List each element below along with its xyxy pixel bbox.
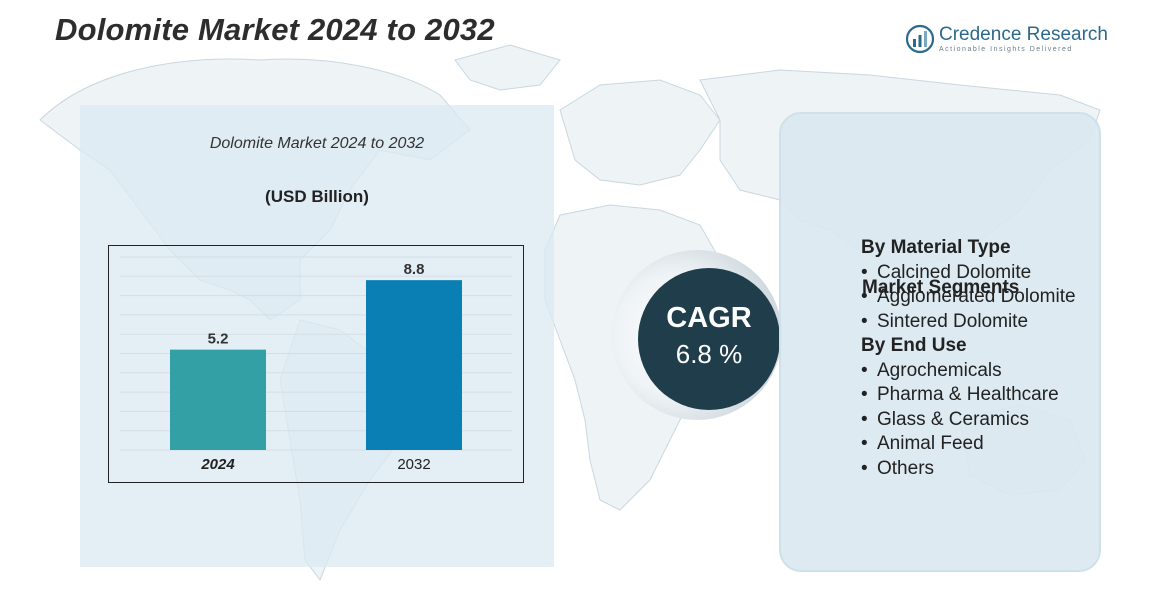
segment-item: Others <box>861 457 1101 482</box>
bar <box>366 280 462 450</box>
logo-name: Credence Research <box>939 24 1108 45</box>
x-tick-label: 2032 <box>397 456 430 473</box>
segment-item: Pharma & Healthcare <box>861 383 1101 408</box>
segment-item: Calcined Dolomite <box>861 261 1101 286</box>
segment-item: Glass & Ceramics <box>861 408 1101 433</box>
cagr-badge: CAGR 6.8 % <box>638 268 780 410</box>
segment-item: Sintered Dolomite <box>861 310 1101 335</box>
market-segments-panel: Market Segments <box>779 112 1101 572</box>
segments-list: By Material Type Calcined Dolomite Agglo… <box>861 236 1101 481</box>
cagr-label: CAGR <box>666 302 752 334</box>
segment-item: Agglomerated Dolomite <box>861 285 1101 310</box>
segment-group-title: By End Use <box>861 335 967 356</box>
chart-frame <box>108 245 524 483</box>
chart-unit-label: (USD Billion) <box>265 187 369 206</box>
segment-item: Agrochemicals <box>861 359 1101 384</box>
segment-item: Animal Feed <box>861 432 1101 457</box>
bar <box>170 349 266 450</box>
logo-mark-icon <box>905 24 935 54</box>
chart-title: Dolomite Market 2024 to 2032 <box>209 135 425 152</box>
x-tick-label: 2024 <box>200 456 235 473</box>
logo-tagline: Actionable Insights Delivered <box>939 46 1073 53</box>
data-label: 8.8 <box>404 261 425 278</box>
segment-group-title: By Material Type <box>861 237 1011 258</box>
credence-research-logo: Credence Research Actionable Insights De… <box>905 22 1108 58</box>
page-title: Dolomite Market 2024 to 2032 <box>55 12 495 47</box>
cagr-value: 6.8 % <box>675 339 743 369</box>
chart-panel: Dolomite Market 2024 to 2032 (USD Billio… <box>80 105 554 567</box>
data-label: 5.2 <box>208 331 229 348</box>
bar-chart: 5.2 2024 8.8 2032 <box>108 245 524 483</box>
